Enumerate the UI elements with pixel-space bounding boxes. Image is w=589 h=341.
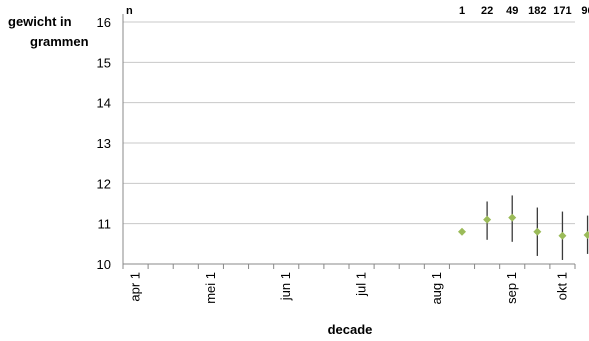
x-tick-label: jul 1: [354, 272, 369, 297]
data-point: [483, 215, 492, 224]
y-axis: 10 11 12 13 14 15 16: [97, 14, 124, 272]
y-tick-label: 15: [97, 55, 111, 70]
y-tick-label: 16: [97, 15, 111, 30]
y-tick-label: 11: [98, 217, 112, 232]
x-tick-label: jun 1: [278, 272, 293, 301]
data-point: [533, 227, 542, 236]
data-point: [458, 227, 466, 236]
x-axis: apr 1 mei 1 jun 1 jul 1 aug 1 sep 1 okt 1: [122, 263, 576, 305]
x-axis-label: decade: [328, 322, 373, 337]
x-tick-label: mei 1: [203, 272, 218, 304]
gridlines: [123, 21, 575, 265]
y-tick-label: 10: [97, 257, 111, 272]
count-label: 96: [581, 5, 589, 17]
y-axis-label-line-2: grammen: [30, 34, 89, 49]
y-tick-label: 13: [97, 136, 111, 151]
data-point: [558, 231, 567, 240]
count-label: 1: [459, 5, 465, 17]
x-tick-label: okt 1: [554, 272, 569, 300]
x-tick-label: aug 1: [429, 272, 444, 305]
markers: [458, 213, 589, 240]
data-point: [583, 230, 589, 239]
count-row: 1224918217196579154221531: [459, 5, 589, 17]
count-label: 22: [481, 5, 493, 17]
x-tick-label: sep 1: [504, 272, 519, 304]
count-label: 171: [553, 5, 571, 17]
data-point: [508, 213, 517, 222]
y-axis-label-line-1: gewicht in: [8, 14, 72, 29]
count-row-label: n: [126, 5, 133, 17]
y-tick-label: 12: [97, 176, 111, 191]
count-label: 49: [506, 5, 518, 17]
y-tick-label: 14: [97, 96, 111, 111]
count-label: 182: [528, 5, 546, 17]
x-tick-label: apr 1: [128, 272, 143, 302]
